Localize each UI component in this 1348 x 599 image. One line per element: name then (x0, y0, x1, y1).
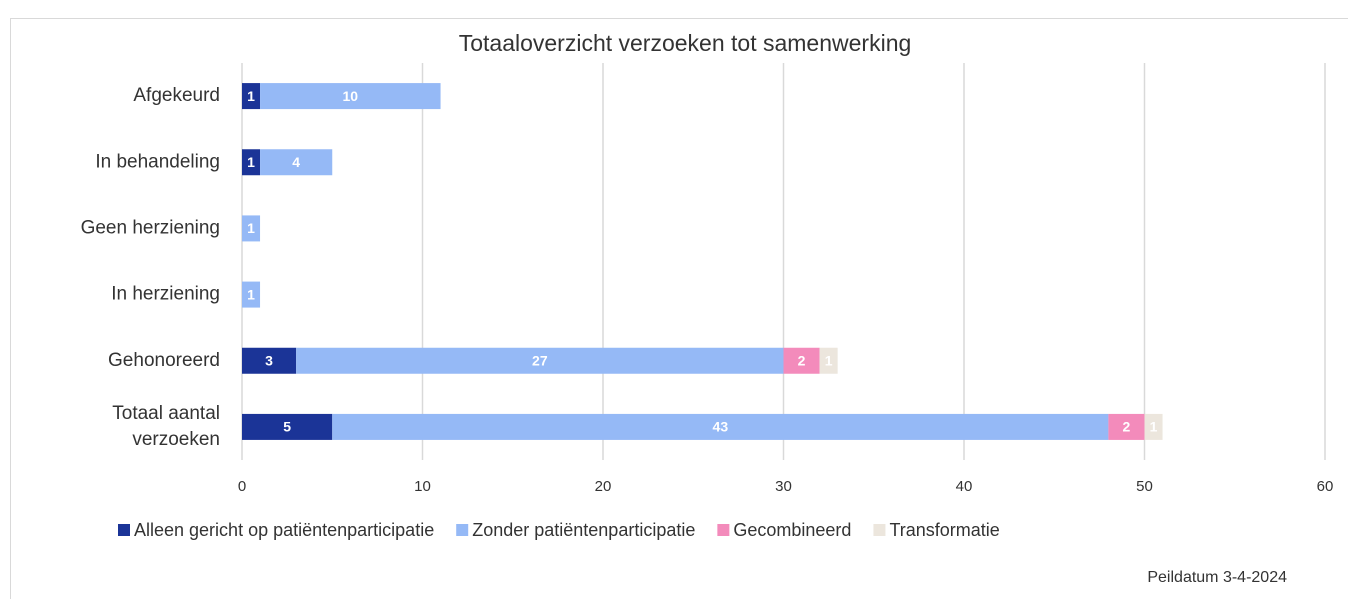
bar-segment (242, 83, 261, 110)
y-tick-label: Afgekeurd (133, 85, 220, 106)
legend-swatch (118, 524, 130, 536)
x-tick-label: 40 (956, 478, 973, 495)
data-label: 2 (798, 352, 806, 368)
bar-segment (242, 413, 333, 440)
bar-segment (260, 149, 333, 176)
data-label: 1 (825, 352, 833, 368)
data-label: 2 (1123, 419, 1131, 435)
data-label: 3 (265, 352, 273, 368)
legend-swatch (456, 524, 469, 536)
bar-segment (260, 83, 441, 110)
x-tick-label: 60 (1317, 478, 1334, 495)
legend-label: Transformatie (889, 520, 999, 540)
bar-segment (242, 347, 297, 374)
y-tick-label: Gehonoreerd (108, 350, 220, 371)
bar-segment (296, 347, 784, 374)
data-label: 1 (247, 220, 255, 236)
legend-swatch (873, 524, 886, 536)
y-tick-label: Totaal aantal verzoeken (112, 403, 220, 450)
bar-segment (242, 281, 261, 308)
data-label: 1 (247, 88, 255, 104)
bar-segment (1108, 413, 1145, 440)
legend-swatch (717, 524, 730, 536)
x-tick-label: 0 (238, 478, 246, 495)
x-tick-label: 20 (595, 478, 612, 495)
data-label: 10 (343, 88, 359, 104)
legend-label: Zonder patiëntenparticipatie (472, 520, 695, 540)
data-label: 43 (713, 419, 729, 435)
data-label: 1 (247, 286, 255, 302)
bar-segment (819, 347, 838, 374)
bar-segment (1144, 413, 1163, 440)
legend-label: Gecombineerd (733, 520, 851, 540)
bar-segment (332, 413, 1109, 440)
chart-title: Totaaloverzicht verzoeken tot samenwerki… (459, 30, 912, 56)
data-label: 5 (283, 419, 291, 435)
y-tick-label: Geen herziening (81, 217, 220, 238)
x-tick-label: 10 (414, 478, 431, 495)
annotation: Peildatum 3-4-2024 (1147, 569, 1287, 586)
y-tick-label: In behandeling (95, 151, 220, 172)
data-label: 27 (532, 352, 548, 368)
y-tick-label: In herziening (111, 284, 220, 305)
bar-segment (242, 215, 261, 242)
data-label: 4 (292, 154, 300, 170)
x-tick-label: 50 (1136, 478, 1153, 495)
legend-label: Alleen gericht op patiëntenparticipatie (134, 520, 434, 540)
bar-segment (242, 149, 261, 176)
chart-frame (10, 18, 1348, 599)
x-tick-label: 30 (775, 478, 792, 495)
data-label: 1 (1150, 419, 1158, 435)
data-label: 1 (247, 154, 255, 170)
bar-segment (783, 347, 820, 374)
